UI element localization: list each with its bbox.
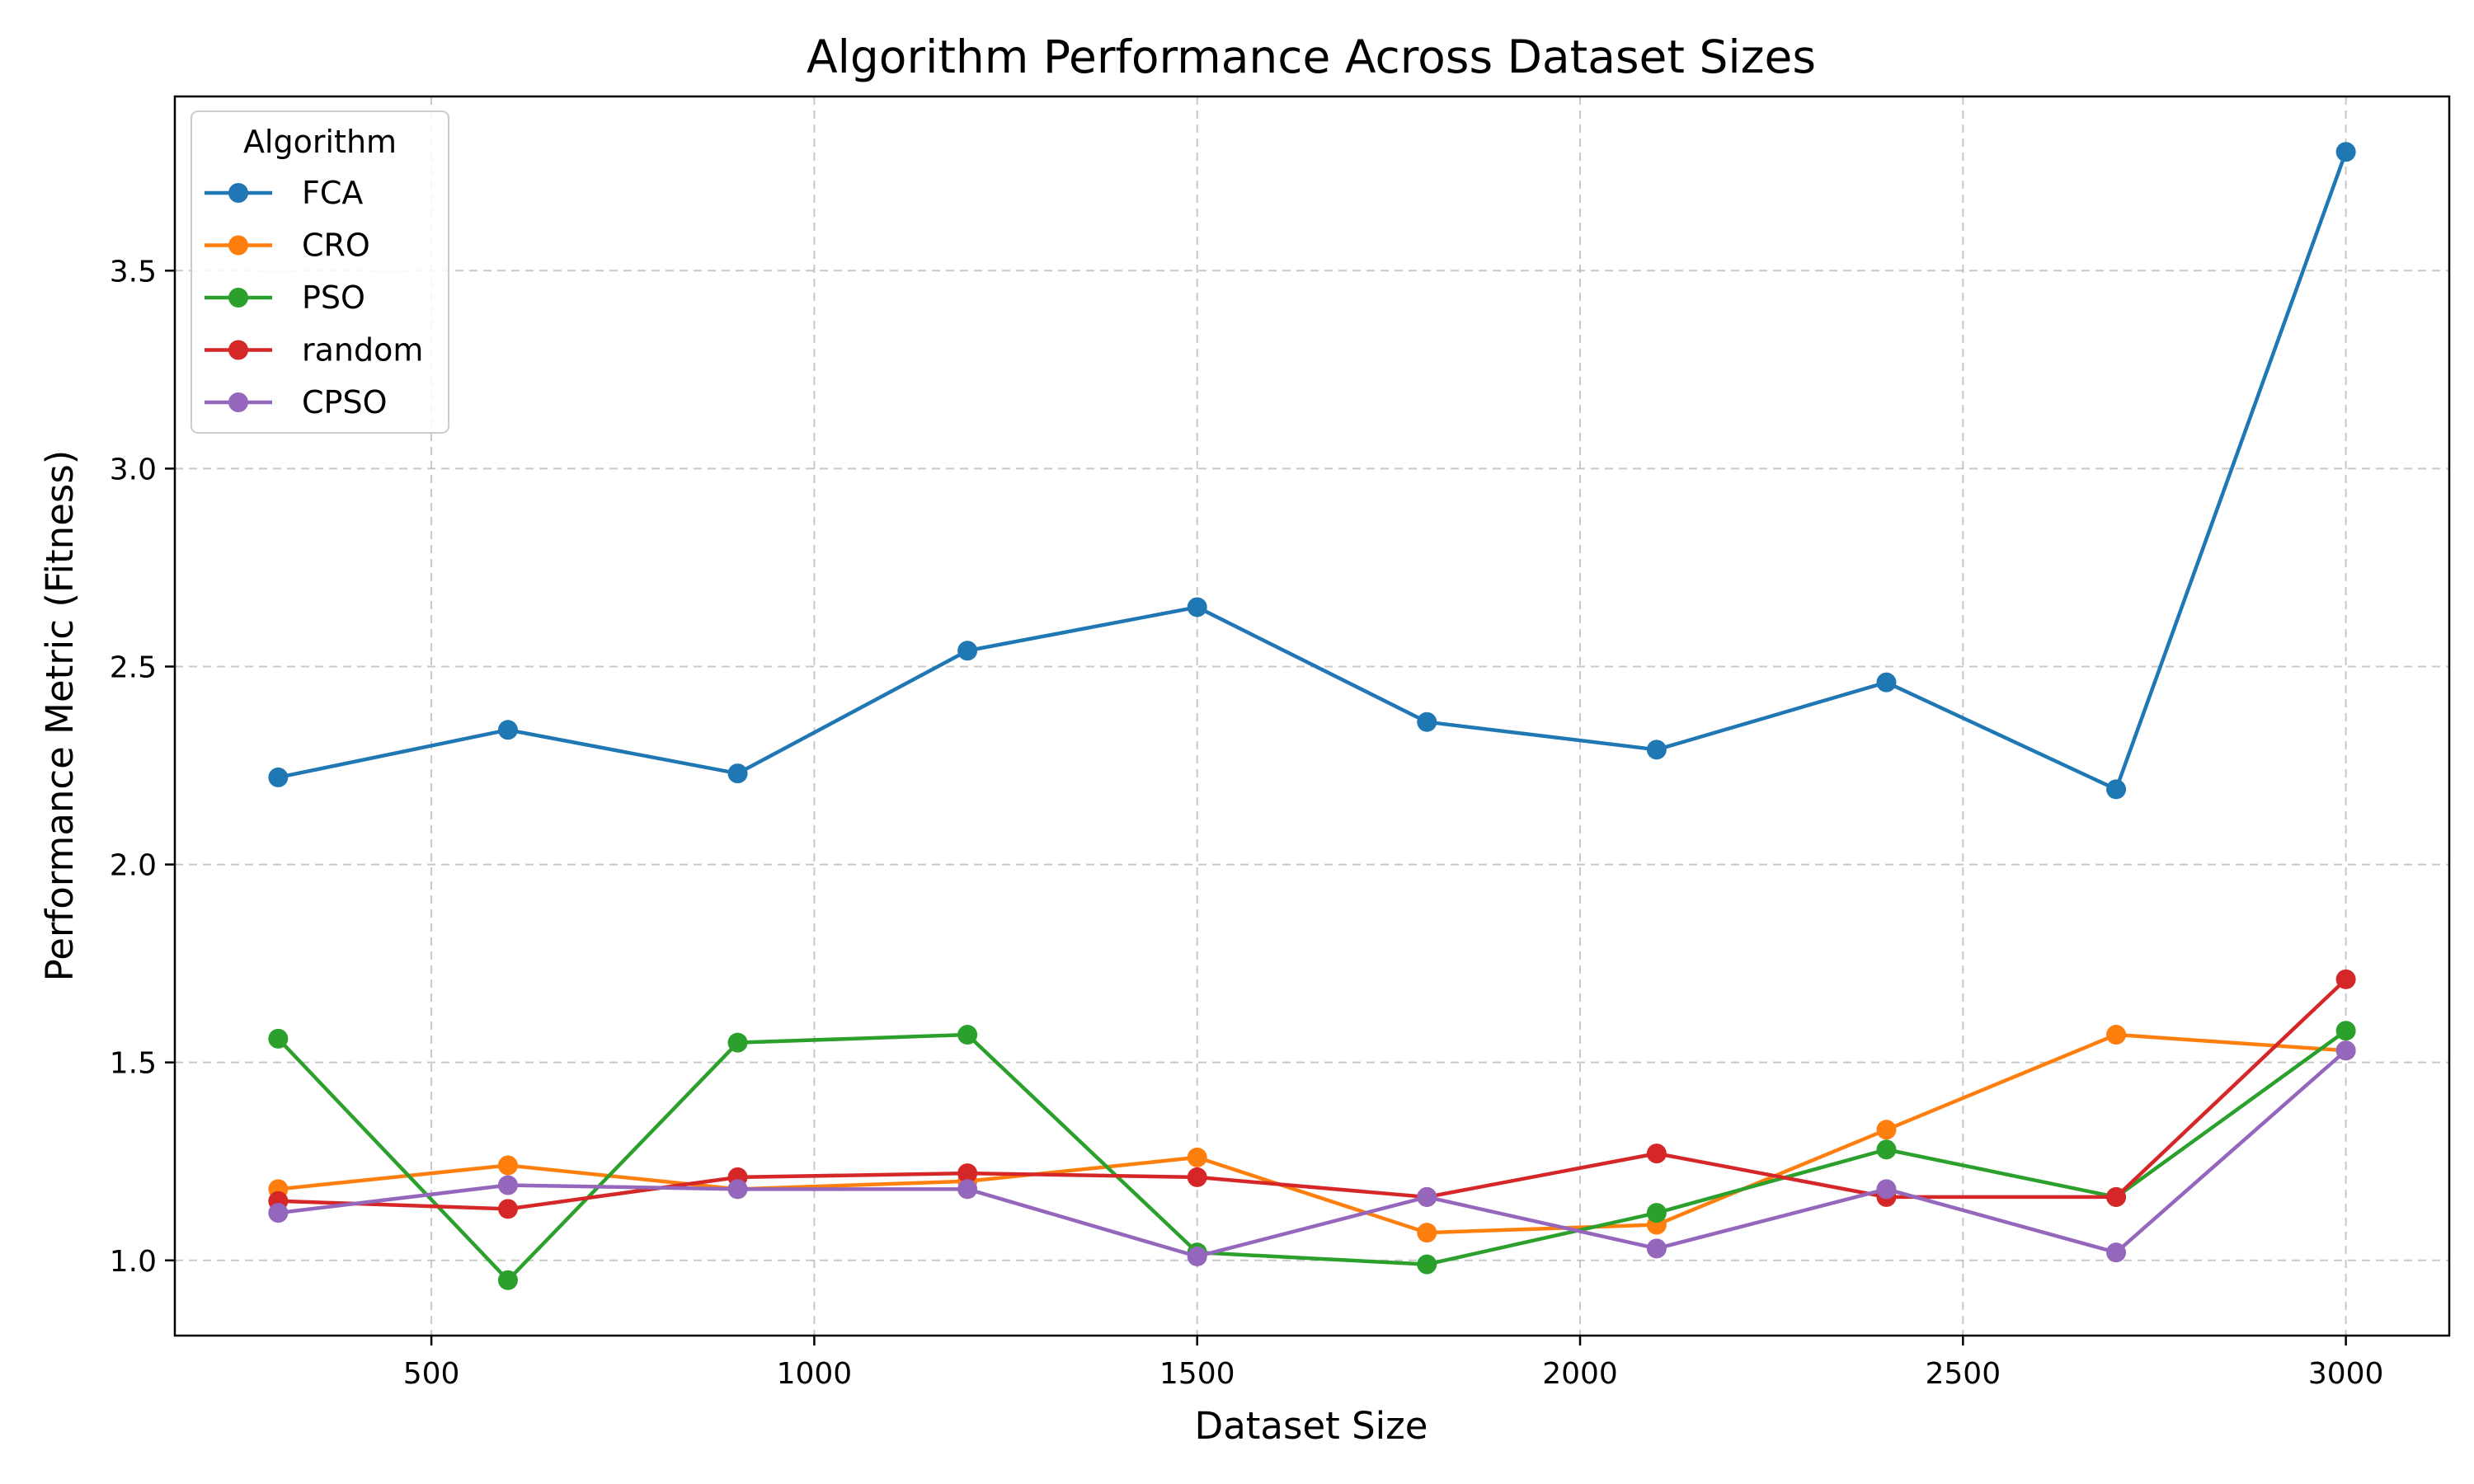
legend-marker xyxy=(228,392,248,412)
data-point xyxy=(1187,1147,1207,1167)
data-point xyxy=(1876,1120,1897,1140)
data-point xyxy=(727,1179,748,1200)
data-point xyxy=(1646,1203,1667,1223)
series-line xyxy=(277,151,2348,791)
plot-frame xyxy=(173,95,2451,1337)
legend-marker xyxy=(228,340,248,360)
x-tick-label: 1500 xyxy=(1159,1357,1235,1391)
data-point xyxy=(2106,1186,2127,1207)
y-tick-label: 3.0 xyxy=(110,453,157,486)
data-point xyxy=(2335,969,2356,989)
y-tick-label: 1.5 xyxy=(110,1047,157,1081)
legend-marker xyxy=(228,235,248,256)
legend: Algorithm FCA CRO PSO random CPSO xyxy=(190,110,449,434)
data-point xyxy=(1876,672,1897,693)
data-point xyxy=(1876,1139,1897,1160)
data-point xyxy=(268,1203,289,1223)
data-point xyxy=(1187,1246,1207,1266)
legend-label: CRO xyxy=(302,228,370,264)
series-line xyxy=(276,1029,2347,1283)
data-point xyxy=(2106,1025,2127,1045)
data-point xyxy=(1417,1254,1437,1275)
data-point xyxy=(497,1199,518,1219)
y-tick-label: 3.5 xyxy=(110,255,157,289)
data-point xyxy=(957,641,978,661)
data-point xyxy=(1417,711,1437,732)
data-point xyxy=(1646,740,1667,760)
data-point xyxy=(727,1032,748,1053)
x-axis: 500 1000 1500 2000 2500 3000 xyxy=(403,1336,2384,1391)
legend-entry: CPSO xyxy=(205,384,387,420)
y-axis: 1.0 1.5 2.0 2.5 3.0 3.5 xyxy=(110,255,175,1279)
data-point xyxy=(1417,1186,1437,1207)
data-point xyxy=(2335,1040,2356,1061)
legend-entry: FCA xyxy=(205,175,363,211)
series-FCA xyxy=(268,142,2356,800)
data-point xyxy=(957,1163,978,1184)
data-point xyxy=(497,1270,518,1290)
data-point xyxy=(957,1179,978,1200)
legend-entry: PSO xyxy=(205,279,365,316)
data-point xyxy=(1646,1144,1667,1164)
x-tick-label: 2500 xyxy=(1926,1357,2001,1391)
x-axis-label: Dataset Size xyxy=(1195,1404,1428,1448)
data-point xyxy=(2106,779,2127,800)
data-point xyxy=(497,1155,518,1176)
data-point xyxy=(2335,142,2356,162)
data-point xyxy=(268,1028,289,1049)
x-tick-label: 3000 xyxy=(2308,1357,2384,1391)
y-tick-label: 2.0 xyxy=(110,849,157,883)
legend-marker xyxy=(228,183,248,203)
data-point xyxy=(1187,597,1207,618)
chart-title: Algorithm Performance Across Dataset Siz… xyxy=(807,31,1816,83)
legend-entry: CRO xyxy=(205,228,370,264)
legend-label: CPSO xyxy=(302,384,387,420)
legend-title: Algorithm xyxy=(243,124,397,160)
data-point xyxy=(1646,1238,1667,1259)
y-tick-label: 1.0 xyxy=(110,1245,157,1279)
legend-marker xyxy=(228,288,248,308)
data-point xyxy=(497,720,518,740)
series-line xyxy=(278,1049,2348,1259)
data-point xyxy=(2335,1021,2356,1041)
legend-label: FCA xyxy=(302,175,363,211)
series-line xyxy=(278,1032,2346,1235)
data-point xyxy=(1417,1223,1437,1243)
legend-label: PSO xyxy=(302,279,365,316)
series-layer xyxy=(268,142,2356,1290)
y-axis-label: Performance Metric (Fitness) xyxy=(38,450,82,982)
data-point xyxy=(957,1025,978,1045)
series-CPSO xyxy=(268,1040,2356,1266)
series-line xyxy=(278,978,2348,1211)
x-tick-label: 1000 xyxy=(777,1357,853,1391)
legend-entries: FCA CRO PSO random CPSO xyxy=(205,175,423,420)
data-point xyxy=(497,1175,518,1195)
legend-label: random xyxy=(302,332,423,369)
data-point xyxy=(727,763,748,784)
x-tick-label: 500 xyxy=(403,1357,460,1391)
y-tick-label: 2.5 xyxy=(110,650,157,684)
data-point xyxy=(2106,1242,2127,1263)
legend-entry: random xyxy=(205,332,423,369)
data-point xyxy=(1876,1179,1897,1200)
x-tick-label: 2000 xyxy=(1542,1357,1618,1391)
data-point xyxy=(1187,1167,1207,1187)
data-point xyxy=(268,767,289,787)
